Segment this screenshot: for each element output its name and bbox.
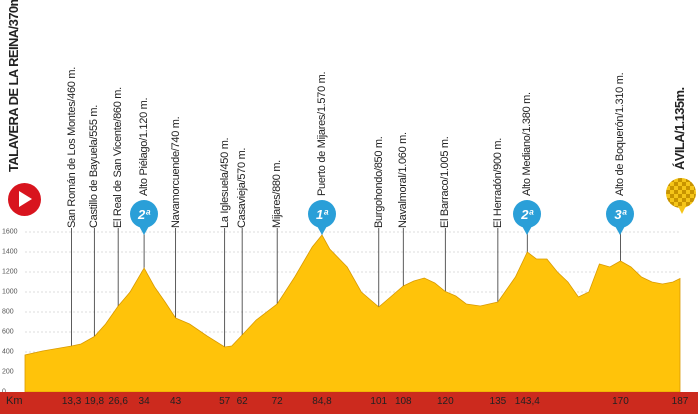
waypoint-label: Castillo de Bayuela/555 m. (88, 104, 101, 228)
y-tick-label: 200 (2, 368, 14, 376)
waypoint-label: Navalmoral/1.060 m. (397, 132, 410, 228)
waypoint-label: El Real de San Vicente/860 m. (112, 87, 125, 228)
waypoint-label: Alto Mediano/1.380 m. (521, 92, 534, 196)
km-axis-bar (0, 392, 698, 414)
km-mark: 170 (612, 396, 629, 407)
waypoint-label: Casavieja/570 m. (236, 147, 249, 228)
km-mark: 34 (138, 396, 150, 407)
waypoint-label: San Román de Los Montes/460 m. (65, 67, 78, 228)
waypoint-label: Alto de Boquerón/1.310 m. (614, 72, 627, 196)
climb-category-badge: 1ª (308, 200, 337, 235)
start-town-label: TALAVERA DE LA REINA/370m. (6, 0, 21, 172)
km-mark: 19,8 (84, 396, 105, 407)
climb-category-badge: 2ª (130, 200, 159, 235)
climb-category-badge: 2ª (513, 200, 542, 235)
km-mark: 26,6 (108, 396, 128, 407)
y-tick-label: 1600 (2, 228, 18, 236)
km-mark: 143,4 (514, 396, 540, 407)
km-mark: 120 (436, 396, 454, 407)
waypoint-label: Puerto de Mijares/1.570 m. (316, 71, 329, 196)
elevation-area (24, 234, 681, 393)
waypoint-label: Burgohondo/850 m. (372, 136, 385, 228)
km-end-label: 187 (671, 396, 689, 407)
km-mark: 62 (236, 396, 248, 407)
waypoint-label: Mijares/880 m. (271, 160, 284, 228)
km-mark: 101 (370, 396, 388, 407)
waypoint-label: Alto Piélago/1.120 m. (138, 97, 151, 196)
km-mark: 135 (489, 396, 507, 407)
waypoint-label: El Barraco/1.005 m. (439, 136, 452, 228)
y-tick-label: 400 (2, 348, 14, 356)
y-tick-label: 600 (2, 328, 14, 336)
km-mark: 43 (170, 396, 182, 407)
waypoint-label: Navamorcuende/740 m. (169, 116, 182, 228)
y-tick-label: 1400 (2, 248, 18, 256)
km-mark: 57 (219, 396, 231, 407)
y-tick-label: 800 (2, 308, 14, 316)
km-mark: 13,3 (61, 396, 82, 407)
waypoint-label: La Iglesuela/450 m. (218, 137, 231, 228)
y-tick-label: 1000 (2, 288, 18, 296)
finish-checkered-icon (666, 178, 696, 214)
y-tick-label: 1200 (2, 268, 18, 276)
km-mark: 72 (271, 396, 283, 407)
km-mark: 108 (394, 396, 412, 407)
km-mark: 84,8 (312, 396, 332, 407)
waypoint-label: El Herradón/900 m. (491, 138, 504, 228)
finish-town-label: ÁVILA/1.135m. (672, 87, 687, 170)
start-arrow-icon (8, 183, 41, 216)
km-axis-label: Km (6, 395, 23, 407)
climb-category-badge: 3ª (606, 200, 635, 235)
